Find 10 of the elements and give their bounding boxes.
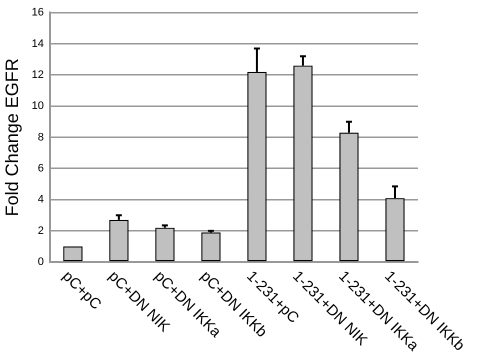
y-tick-label: 8 (38, 131, 44, 144)
y-tick-label: 2 (38, 224, 44, 237)
y-tick-label: 16 (32, 6, 44, 19)
y-axis-title: Fold Change EGFR (2, 58, 22, 216)
y-tick-label: 4 (38, 194, 44, 206)
y-tick-label: 6 (38, 162, 44, 175)
y-tick-label: 0 (38, 256, 44, 268)
y-tick-label: 14 (32, 38, 44, 50)
y-tick-label: 12 (32, 68, 44, 81)
y-tick-label: 10 (32, 100, 44, 112)
